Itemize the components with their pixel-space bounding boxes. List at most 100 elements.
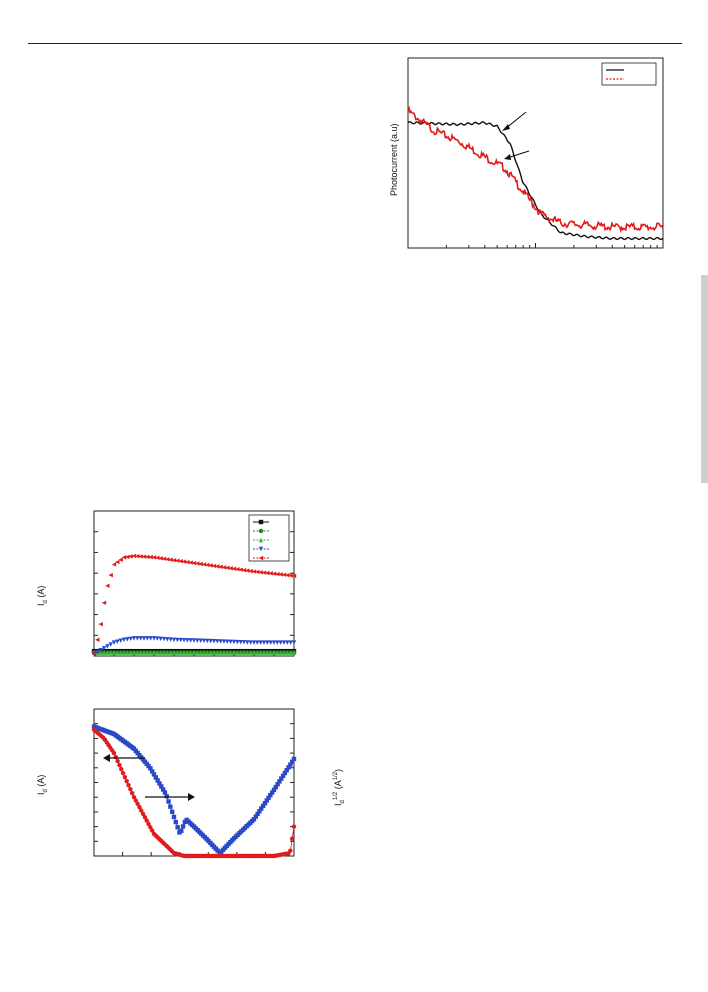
photocurrent-arrow-lower	[506, 150, 530, 159]
output-point-blue	[268, 640, 273, 645]
header-rule	[28, 43, 682, 44]
output-point-red	[291, 573, 297, 579]
output-point-green	[261, 650, 267, 655]
output-point-green	[255, 650, 260, 655]
output-point-red	[228, 566, 233, 571]
output-point-blue	[158, 636, 163, 642]
output-point-green	[201, 650, 207, 655]
output-point-blue	[205, 638, 210, 644]
output-point-red	[115, 559, 120, 565]
transfer-y2label-main: I	[333, 803, 343, 806]
output-point-red	[288, 573, 293, 578]
output-point-red	[131, 553, 137, 559]
transfer-y2label-sub: d	[339, 800, 346, 804]
transfer-arrowhead-right	[188, 793, 195, 801]
photocurrent-ylabel: Photocurrent (a.u)	[389, 123, 399, 196]
output-point-green	[258, 650, 263, 655]
output-point-blue	[278, 640, 283, 645]
output-point-green	[168, 650, 173, 655]
output-point-green	[101, 650, 107, 655]
output-point-red	[125, 554, 130, 560]
output-point-green	[181, 650, 187, 655]
output-point-blue	[161, 636, 167, 642]
output-legend-marker-black	[258, 519, 264, 525]
transfer-ylabel-unit: (A)	[36, 774, 46, 790]
output-point-red	[255, 569, 260, 575]
output-point-blue	[231, 639, 237, 645]
output-point-green	[278, 650, 283, 655]
output-point-blue	[255, 640, 260, 645]
photocurrent-arrowhead-lower	[504, 154, 511, 160]
output-point-green	[231, 650, 237, 655]
output-point-green	[125, 650, 130, 655]
output-point-blue	[141, 636, 147, 641]
output-point-green	[148, 650, 153, 655]
output-point-red	[235, 567, 240, 572]
transfer-point-blue	[291, 756, 297, 762]
transfer-arrowhead-left	[103, 754, 110, 762]
output-point-blue	[185, 638, 190, 643]
output-point-red	[251, 569, 257, 574]
output-point-red	[218, 564, 223, 570]
output-point-blue	[111, 640, 117, 645]
output-point-red	[215, 564, 220, 569]
output-point-blue	[271, 640, 277, 645]
output-point-red	[145, 554, 150, 560]
output-point-blue	[148, 636, 153, 641]
output-point-red	[281, 572, 287, 577]
output-point-green	[118, 650, 123, 655]
output-point-blue	[208, 638, 213, 644]
output-point-blue	[125, 637, 130, 642]
output-ylabel: Id (A)	[36, 586, 49, 606]
output-point-green	[211, 650, 217, 655]
output-point-blue	[258, 640, 263, 645]
output-point-blue	[171, 637, 177, 642]
output-point-blue	[285, 640, 290, 645]
output-point-blue	[245, 640, 250, 645]
output-point-green	[165, 650, 170, 655]
output-point-green	[268, 650, 273, 655]
output-point-blue	[151, 636, 157, 641]
output-point-red	[168, 557, 173, 562]
output-point-blue	[108, 642, 113, 647]
output-point-red	[195, 561, 200, 566]
output-ylabel-unit: (A)	[36, 585, 46, 601]
output-point-green	[158, 650, 163, 655]
output-point-blue	[251, 640, 257, 645]
output-point-green	[271, 650, 277, 655]
output-point-red	[155, 555, 160, 561]
output-point-red	[205, 562, 210, 568]
output-point-red	[261, 570, 267, 575]
photocurrent-series-red	[407, 105, 664, 234]
output-point-blue	[155, 636, 160, 641]
output-point-green	[105, 650, 110, 655]
output-point-red	[221, 565, 227, 570]
transfer-point-red	[291, 824, 297, 829]
page-sidebar-marker	[701, 275, 708, 483]
output-point-red	[238, 567, 243, 572]
output-point-blue	[218, 639, 223, 644]
transfer-ylabel-right: Id1/2 (A1/2)	[333, 769, 346, 806]
output-point-blue	[201, 638, 207, 644]
output-point-blue	[95, 649, 100, 655]
output-point-blue	[165, 637, 170, 642]
output-point-green	[275, 650, 280, 655]
output-point-blue	[101, 646, 107, 651]
output-point-red	[258, 570, 263, 575]
output-point-red	[118, 557, 123, 562]
output-point-blue	[291, 640, 297, 645]
output-point-red	[108, 572, 113, 578]
photocurrent-legend	[601, 62, 657, 86]
output-point-green	[188, 650, 193, 655]
output-point-green	[191, 650, 197, 655]
output-point-green	[161, 650, 167, 655]
output-point-red	[95, 637, 100, 642]
output-point-blue	[215, 639, 220, 644]
output-point-red	[175, 558, 180, 563]
output-point-red	[188, 560, 193, 565]
output-legend	[248, 514, 290, 562]
output-point-blue	[281, 640, 287, 645]
output-point-red	[181, 559, 187, 564]
output-point-green	[218, 650, 223, 655]
transfer-ylabel-main: I	[36, 792, 46, 795]
